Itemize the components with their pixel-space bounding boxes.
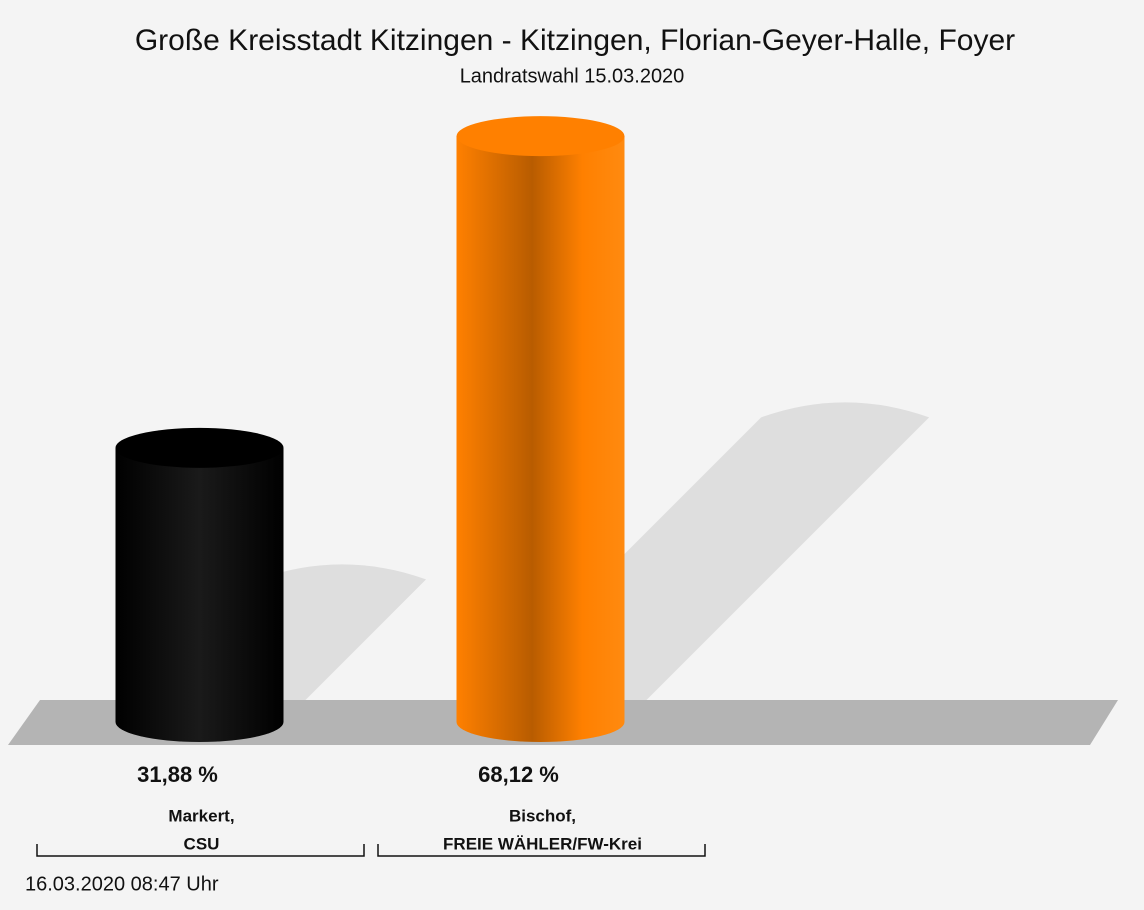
bar (115, 447, 284, 743)
chart-title: Große Kreisstadt Kitzingen - Kitzingen, … (135, 24, 1015, 57)
x-tick-label: Bischof, (509, 806, 576, 825)
value-label: 68,12 % (478, 762, 559, 787)
bar-top (456, 116, 625, 157)
bar-top (115, 427, 284, 468)
bar (456, 136, 625, 743)
category-bracket (377, 844, 706, 857)
chart-subtitle: Landratswahl 15.03.2020 (460, 65, 685, 87)
value-label: 31,88 % (137, 762, 218, 787)
x-tick-label: Markert, (168, 806, 234, 825)
footer: 16.03.2020 08:47 Uhr (25, 873, 219, 895)
category-bracket (36, 844, 365, 857)
x-tick-label: CSU (184, 834, 220, 853)
x-tick-label: FREIE WÄHLER/FW-Krei (443, 834, 642, 853)
